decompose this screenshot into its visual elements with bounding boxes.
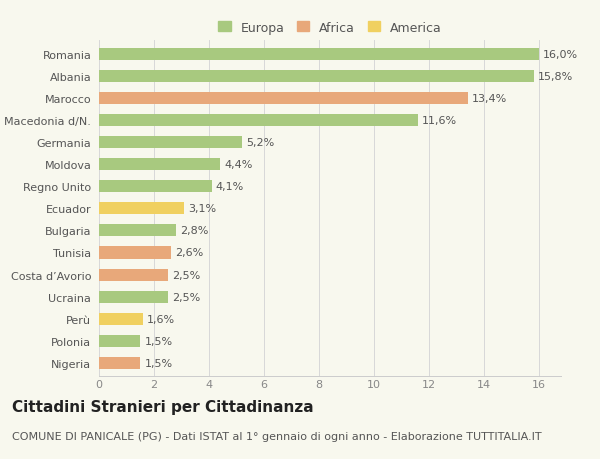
Bar	[99, 335, 140, 347]
Bar	[99, 181, 212, 193]
Text: 13,4%: 13,4%	[472, 94, 507, 104]
Legend: Europa, Africa, America: Europa, Africa, America	[215, 19, 445, 37]
Text: 2,5%: 2,5%	[172, 270, 200, 280]
Bar	[99, 93, 467, 105]
Bar	[99, 269, 168, 281]
Bar	[99, 137, 242, 149]
Text: 1,6%: 1,6%	[147, 314, 175, 324]
Text: 16,0%: 16,0%	[543, 50, 578, 60]
Text: 2,6%: 2,6%	[175, 248, 203, 258]
Text: 2,5%: 2,5%	[172, 292, 200, 302]
Text: 4,1%: 4,1%	[216, 182, 244, 192]
Bar	[99, 203, 184, 215]
Bar	[99, 225, 176, 237]
Bar	[99, 357, 140, 369]
Text: 15,8%: 15,8%	[538, 72, 573, 82]
Text: 1,5%: 1,5%	[145, 358, 173, 368]
Text: 2,8%: 2,8%	[180, 226, 209, 236]
Text: 1,5%: 1,5%	[145, 336, 173, 346]
Text: 11,6%: 11,6%	[422, 116, 457, 126]
Text: 4,4%: 4,4%	[224, 160, 253, 170]
Bar	[99, 159, 220, 171]
Bar	[99, 115, 418, 127]
Bar	[99, 71, 533, 83]
Text: 5,2%: 5,2%	[246, 138, 274, 148]
Text: 3,1%: 3,1%	[188, 204, 217, 214]
Bar	[99, 313, 143, 325]
Text: COMUNE DI PANICALE (PG) - Dati ISTAT al 1° gennaio di ogni anno - Elaborazione T: COMUNE DI PANICALE (PG) - Dati ISTAT al …	[12, 431, 542, 442]
Bar	[99, 49, 539, 61]
Text: Cittadini Stranieri per Cittadinanza: Cittadini Stranieri per Cittadinanza	[12, 399, 314, 414]
Bar	[99, 247, 170, 259]
Bar	[99, 291, 168, 303]
